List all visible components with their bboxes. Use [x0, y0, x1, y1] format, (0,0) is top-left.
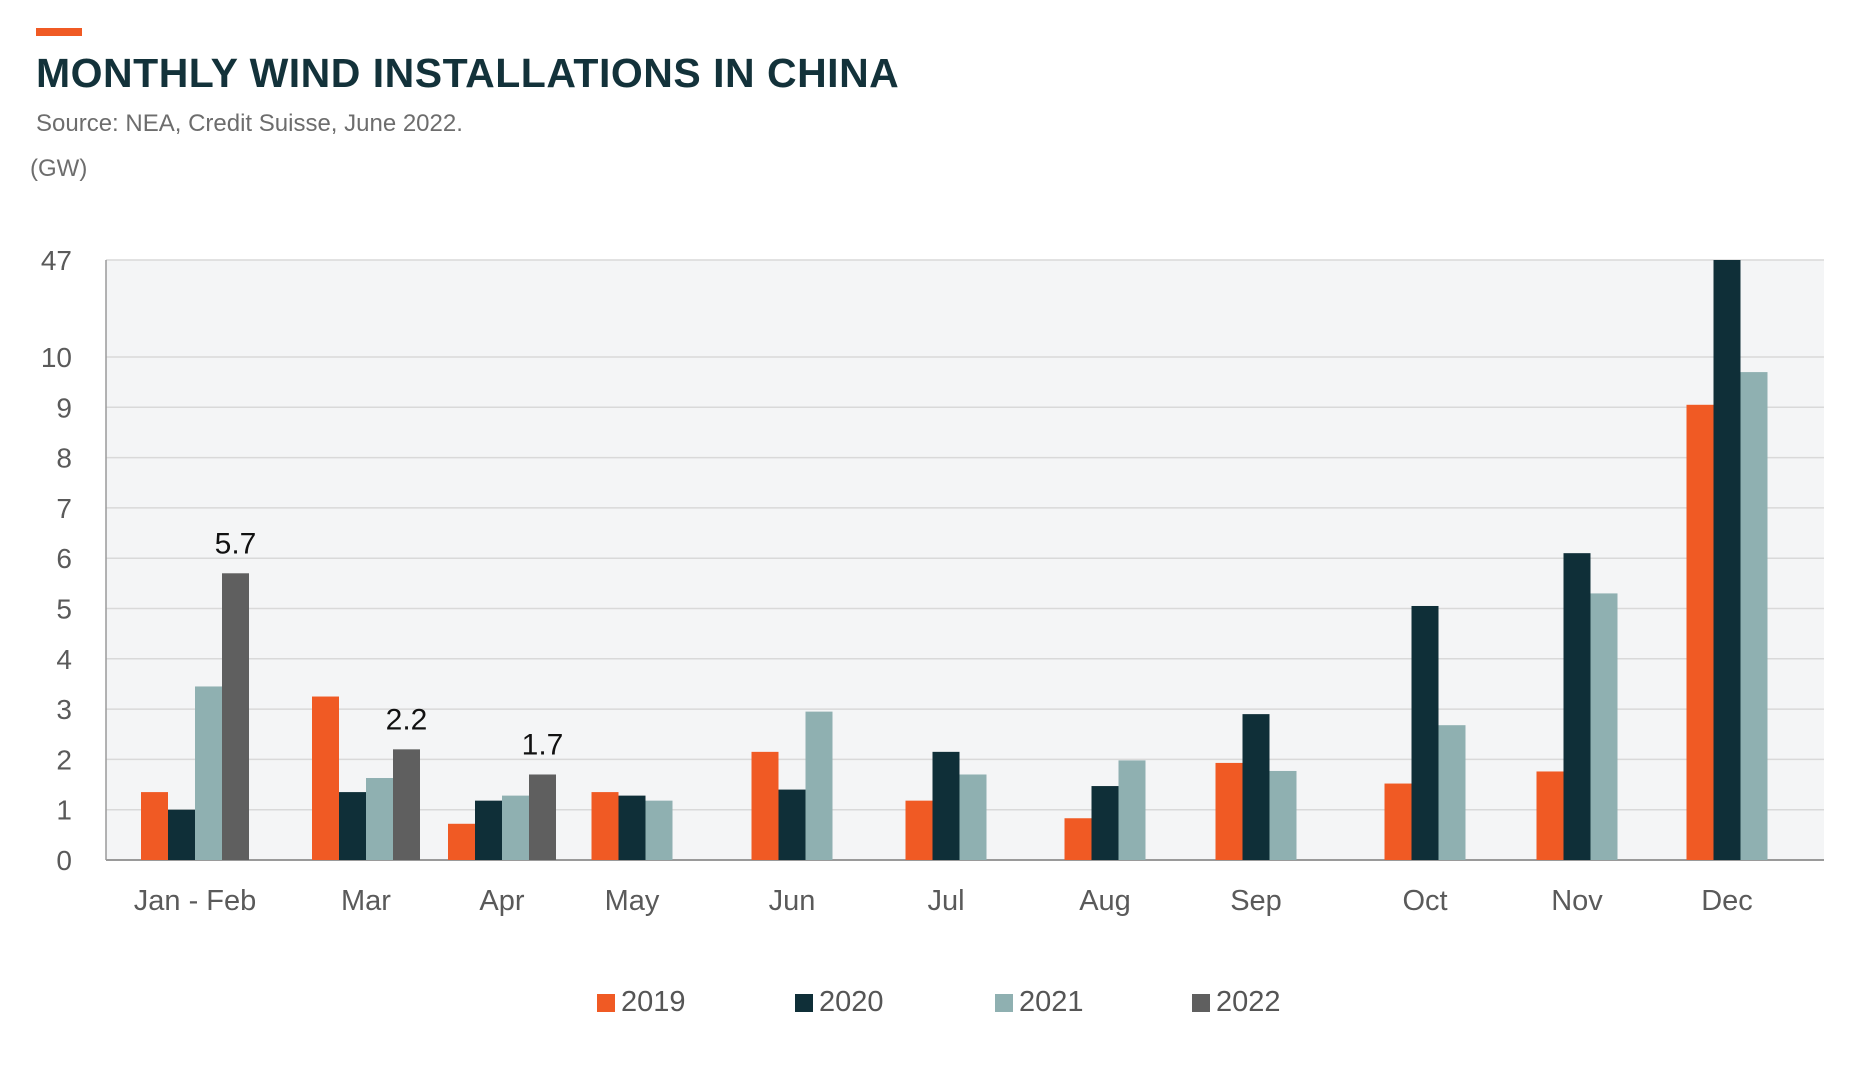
bar-2021-may [645, 800, 673, 860]
legend-swatch [1192, 993, 1210, 1012]
x-tick-label: Oct [1402, 885, 1447, 917]
data-label: 5.7 [215, 527, 257, 560]
bar-2020-aug [1091, 786, 1119, 860]
x-tick-label: Dec [1701, 885, 1753, 917]
legend-swatch [597, 993, 615, 1012]
bar-2020-mar [339, 792, 366, 860]
y-tick-label: 8 [56, 443, 72, 474]
bar-2019-nov [1536, 771, 1564, 860]
legend-label: 2019 [621, 986, 686, 1018]
legend-item-2020: 2020 [795, 986, 884, 1019]
bar-2019-dec [1686, 404, 1714, 860]
y-tick-label: 6 [56, 543, 72, 574]
bar-2019-jul [905, 800, 933, 860]
legend-label: 2021 [1019, 986, 1084, 1018]
y-tick-label: 4 [56, 644, 72, 675]
bar-2021-oct [1438, 725, 1466, 860]
legend-label: 2020 [819, 986, 884, 1018]
legend-item-2019: 2019 [597, 986, 686, 1019]
bar-2022-apr [529, 774, 556, 860]
bar-2020-apr [475, 800, 502, 860]
x-tick-label: Jun [769, 885, 816, 917]
bar-2021-jul [959, 774, 987, 860]
y-tick-label: 2 [56, 744, 72, 775]
x-tick-label: Apr [479, 885, 524, 917]
bar-2020-may [618, 795, 646, 860]
bar-2021-nov [1590, 593, 1618, 860]
bar-2021-aug [1118, 760, 1146, 860]
bar-2021-mar [366, 778, 393, 860]
y-tick-label: 1 [56, 795, 72, 826]
bar-2020-jul [932, 751, 960, 860]
y-tick-label: 9 [56, 392, 72, 423]
legend-swatch [995, 993, 1013, 1012]
bar-2021-jan-feb [195, 686, 222, 860]
bar-2020-nov [1563, 553, 1591, 860]
bar-2021-dec [1740, 372, 1768, 860]
chart-title: MONTHLY WIND INSTALLATIONS IN CHINA [36, 50, 900, 96]
data-label: 1.7 [522, 728, 564, 761]
bar-2020-jan-feb [168, 809, 195, 860]
x-tick-label: May [605, 885, 660, 917]
bar-2022-mar [393, 749, 420, 860]
x-tick-label: Nov [1551, 885, 1603, 917]
bar-2020-oct [1411, 605, 1439, 860]
legend-swatch [795, 993, 813, 1012]
x-tick-label: Sep [1230, 885, 1282, 917]
bar-2021-apr [502, 795, 529, 860]
y-tick-label: 3 [56, 694, 72, 725]
bar-2019-jan-feb [141, 792, 168, 860]
bar-2022-jan-feb [222, 573, 249, 860]
y-axis-unit: (GW) [30, 155, 88, 182]
x-tick-label: Aug [1079, 885, 1131, 917]
y-tick-label: 7 [56, 493, 72, 524]
y-tick-label: 47 [41, 245, 72, 276]
chart-source: Source: NEA, Credit Suisse, June 2022. [36, 110, 463, 137]
bar-2019-oct [1384, 783, 1412, 860]
title-accent-bar [36, 28, 82, 36]
bar-2019-apr [448, 823, 475, 860]
bar-2020-dec [1713, 260, 1741, 860]
x-tick-label: Mar [341, 885, 391, 917]
legend-item-2022: 2022 [1192, 986, 1281, 1019]
y-tick-label: 5 [56, 594, 72, 625]
bar-2020-sep [1242, 714, 1270, 860]
bar-2019-mar [312, 696, 339, 860]
bar-2021-sep [1269, 770, 1297, 860]
x-tick-label: Jul [927, 885, 964, 917]
bar-2019-aug [1064, 818, 1092, 860]
data-label: 2.2 [386, 703, 428, 736]
bar-2020-jun [778, 789, 806, 860]
bar-2021-jun [805, 711, 833, 860]
bar-2019-jun [751, 751, 779, 860]
legend-item-2021: 2021 [995, 986, 1084, 1019]
bar-2019-may [591, 792, 619, 860]
legend-label: 2022 [1216, 986, 1281, 1018]
y-tick-label: 0 [56, 845, 72, 876]
y-tick-label: 10 [41, 342, 72, 373]
bar-2019-sep [1215, 762, 1243, 860]
x-tick-label: Jan - Feb [134, 885, 257, 917]
